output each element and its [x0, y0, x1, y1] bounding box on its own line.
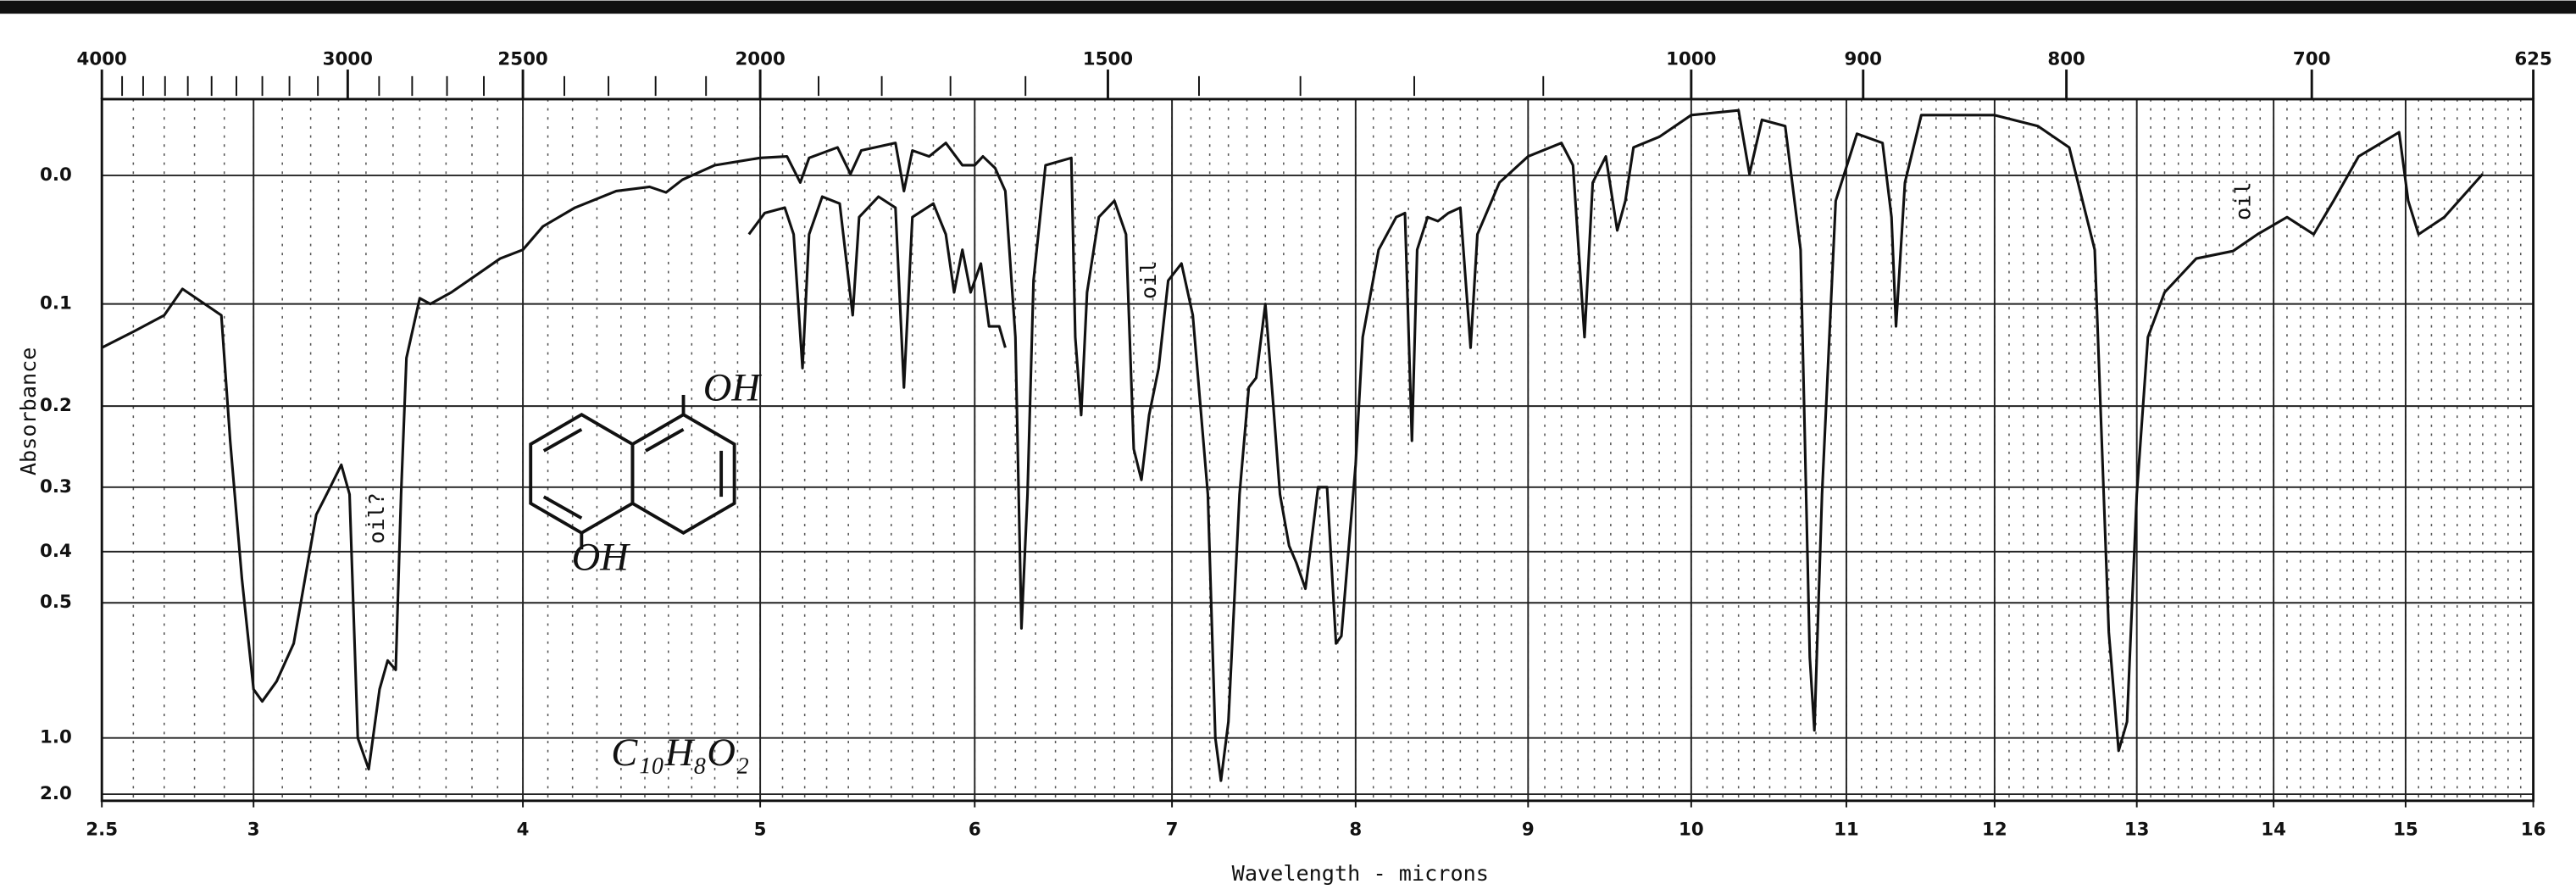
x-tick-label: 8 [1349, 820, 1362, 841]
spectrum-line [747, 195, 1007, 389]
x2-tick-label: 625 [2514, 48, 2552, 69]
x-tick-label: 12 [1982, 820, 2007, 841]
y-tick-label: 0.5 [40, 592, 72, 613]
x2-tick-label: 1500 [1083, 48, 1133, 69]
formula: C₁₀H₈O₂ [611, 731, 749, 775]
y-tick-label: 0.2 [40, 395, 72, 416]
y-tick-label: 0.4 [40, 541, 72, 562]
double-bond [542, 427, 583, 453]
double-bond [542, 495, 583, 520]
x-axis-label: Wavelength - microns [1232, 861, 1489, 886]
x-tick-label: 9 [1522, 820, 1535, 841]
x2-tick-label: 800 [2047, 48, 2085, 69]
x2-tick-label: 3000 [323, 48, 373, 69]
x2-tick-label: 4000 [77, 48, 127, 69]
y-tick-label: 0.0 [40, 164, 72, 186]
annotation: oil [2230, 181, 2255, 220]
x2-tick-label: 2000 [735, 48, 785, 69]
y-tick-label: 0.1 [40, 293, 72, 314]
y-tick-label: 1.0 [40, 727, 72, 748]
y-axis-label: Absorbance [16, 347, 41, 476]
x-tick-label: 7 [1166, 820, 1179, 841]
x-tick-label: 6 [969, 820, 981, 841]
annotation: oil? [364, 492, 389, 544]
x2-tick-label: 900 [1845, 48, 1883, 69]
annotation: OH [703, 367, 763, 410]
x-tick-label: 13 [2124, 820, 2150, 841]
x2-tick-label: 2500 [497, 48, 547, 69]
top-band [0, 0, 2576, 14]
x-tick-label: 5 [754, 820, 767, 841]
x-tick-label: 15 [2393, 820, 2418, 841]
y-tick-label: 0.3 [40, 476, 72, 498]
x-tick-label: 2.5 [86, 820, 118, 841]
x-tick-label: 10 [1679, 820, 1704, 841]
structure [529, 394, 736, 550]
ring [529, 412, 635, 536]
x-tick-label: 14 [2261, 820, 2286, 841]
x-tick-label: 3 [247, 820, 260, 841]
x-tick-label: 16 [2521, 820, 2546, 841]
double-bond [644, 427, 685, 453]
annotation: oil [1136, 260, 1161, 299]
x2-tick-label: 1000 [1666, 48, 1716, 69]
spectrum-line [101, 108, 2484, 782]
x-tick-label: 4 [517, 820, 530, 841]
annotation: OH [572, 536, 631, 579]
grid [101, 98, 2534, 801]
x-tick-label: 11 [1834, 820, 1859, 841]
x2-tick-label: 700 [2293, 48, 2331, 69]
ring [630, 412, 736, 536]
y-tick-label: 2.0 [40, 783, 72, 804]
plot-frame [100, 97, 2535, 803]
